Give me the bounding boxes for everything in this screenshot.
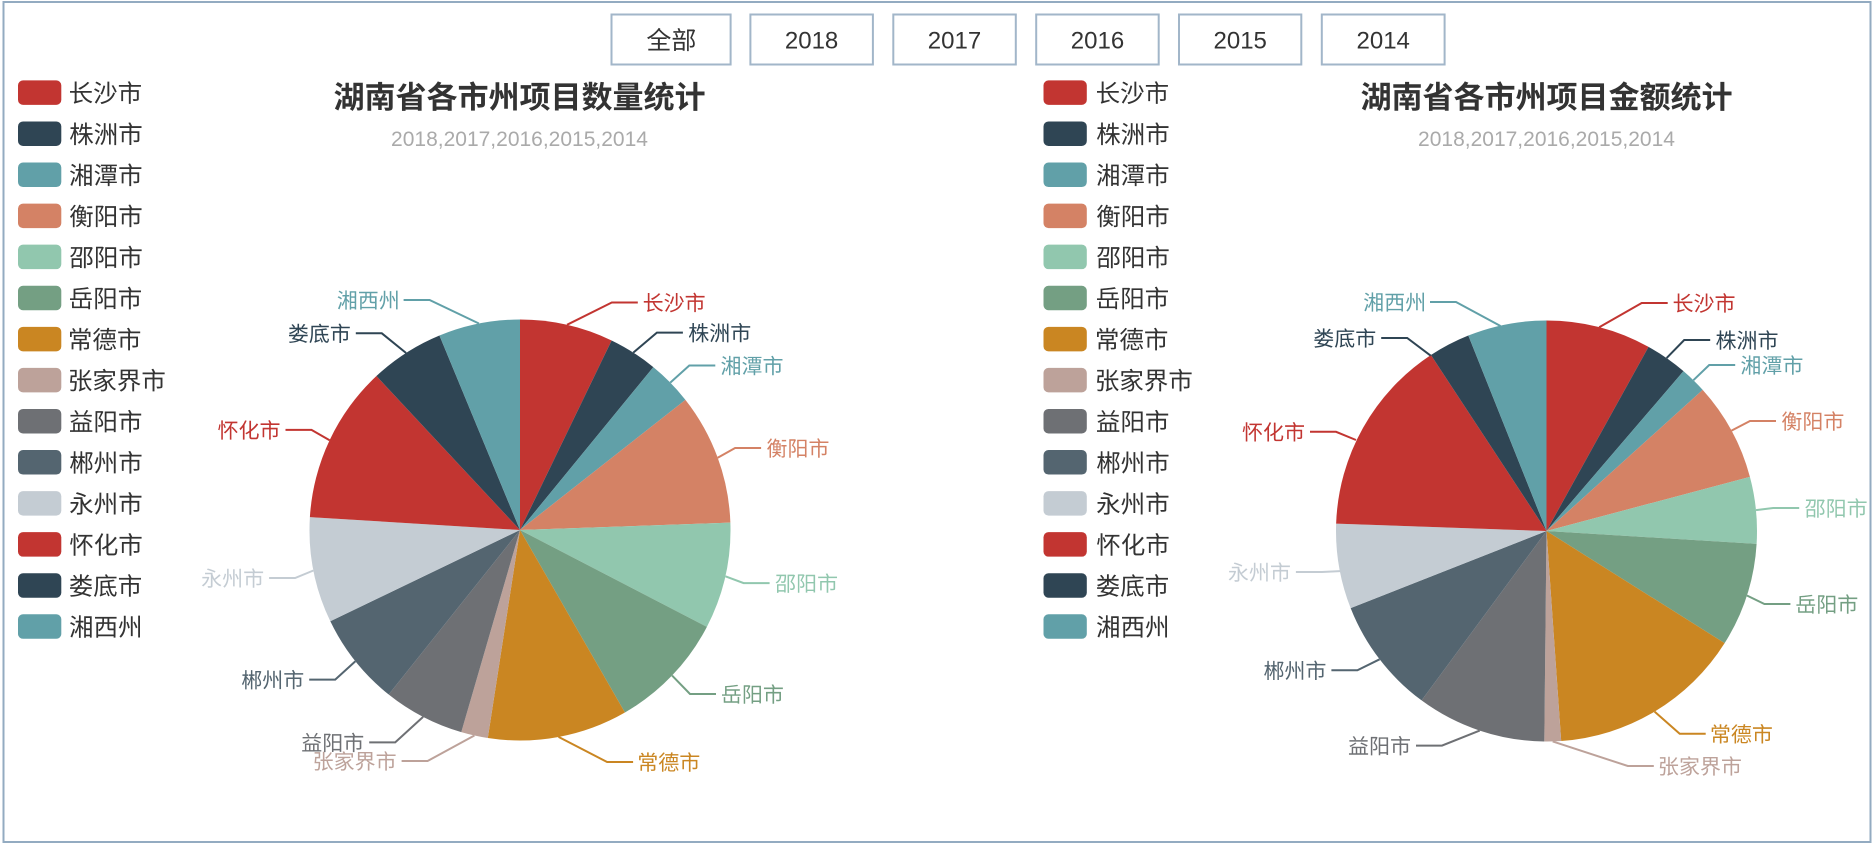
svg-text:2018,2017,2016,2015,2014: 2018,2017,2016,2015,2014 [391,128,648,151]
svg-text:2014: 2014 [1357,28,1410,55]
svg-text:2018,2017,2016,2015,2014: 2018,2017,2016,2015,2014 [1418,128,1675,151]
svg-text:2015: 2015 [1214,28,1267,55]
svg-text:2017: 2017 [928,28,981,55]
svg-text:2018: 2018 [785,28,838,55]
svg-text:2016: 2016 [1071,28,1124,55]
